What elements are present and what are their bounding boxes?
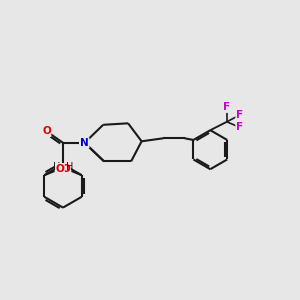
- Text: N: N: [80, 138, 89, 148]
- Text: F: F: [236, 122, 243, 132]
- Text: O: O: [56, 164, 64, 174]
- Text: H: H: [53, 162, 60, 172]
- Text: F: F: [236, 110, 243, 120]
- Text: O: O: [62, 164, 70, 174]
- Text: O: O: [42, 126, 51, 136]
- Text: F: F: [223, 102, 230, 112]
- Text: H: H: [66, 162, 73, 172]
